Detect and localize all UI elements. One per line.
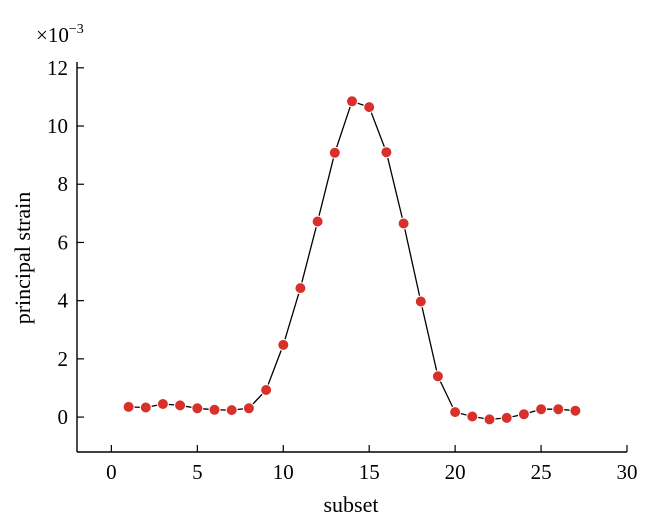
data-point [122,400,135,413]
y-tick-label: 10 [47,114,68,138]
data-point [466,410,479,423]
y-tick-label: 8 [58,172,69,196]
y-tick-label: 4 [58,289,69,313]
data-point [483,413,496,426]
y-scale-note: ×10−3 [36,22,84,47]
series-line [128,100,576,421]
data-point [552,403,565,416]
plot-area [122,95,582,426]
y-axis-title: principal strain [10,192,35,325]
ticks: 0 5 10 15 20 25 30 0 2 4 6 8 10 12 [47,56,638,484]
x-tick-label: 20 [445,460,466,484]
y-tick-label: 0 [58,405,69,429]
x-tick-label: 15 [359,460,380,484]
data-point [294,282,307,295]
data-point [431,370,444,383]
data-point [311,215,324,228]
x-tick-label: 10 [273,460,294,484]
data-point [569,404,582,417]
data-point [225,404,238,417]
data-point [500,411,513,424]
data-point [208,403,221,416]
data-point [449,406,462,419]
data-point [191,402,204,415]
data-point [260,384,273,396]
data-point [139,401,152,414]
data-point [535,403,548,416]
x-tick-label: 30 [617,460,638,484]
data-point [380,146,393,159]
data-point [397,217,410,230]
axes [76,62,627,453]
x-tick-label: 0 [106,460,117,484]
scale-note: ×10−3 [36,22,84,47]
data-point [277,338,290,351]
y-tick-label: 12 [47,56,68,80]
x-tick-label: 25 [531,460,552,484]
x-tick-label: 5 [192,460,203,484]
data-point [156,398,169,410]
data-point [328,146,341,159]
data-point [174,399,187,412]
data-point [346,95,358,108]
y-tick-label: 2 [58,347,69,371]
y-tick-label: 6 [58,230,69,254]
data-point [363,101,376,114]
data-point [242,402,255,415]
data-point [517,408,530,421]
data-point [414,295,427,308]
x-axis-title: subset [324,492,379,517]
